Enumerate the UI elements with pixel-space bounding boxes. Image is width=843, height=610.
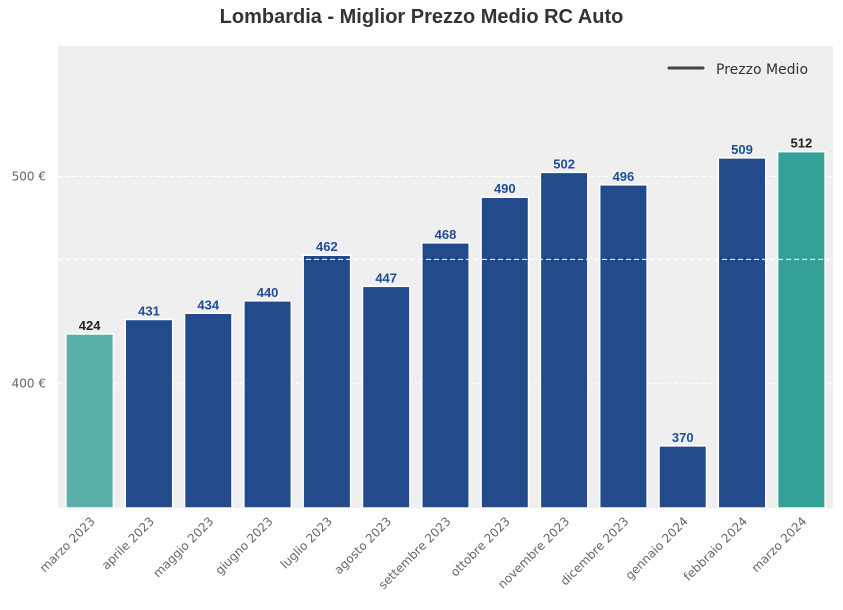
bar: [539, 171, 589, 509]
bar-value-label: 370: [672, 430, 694, 445]
bar: [598, 184, 648, 509]
x-tick-label: febbraio 2024: [681, 514, 750, 583]
bar-value-label: 502: [553, 156, 575, 171]
bar: [361, 285, 411, 509]
bar: [65, 333, 115, 509]
x-tick-label: ottobre 2023: [448, 514, 513, 579]
bar-value-label: 447: [375, 270, 397, 285]
bar: [421, 242, 470, 509]
bar: [658, 445, 708, 509]
value-labels-group: 424 431 434 440 462 447 468 490 502 496 370 509 512: [79, 136, 812, 445]
y-tick-label: 500 €: [12, 170, 46, 184]
bar: [480, 196, 530, 509]
bar: [183, 312, 233, 509]
x-tick-label: giugno 2023: [212, 514, 275, 577]
legend: Prezzo Medio: [667, 62, 808, 78]
chart-title: Lombardia - Miglior Prezzo Medio RC Auto: [219, 6, 624, 28]
x-tick-label: agosto 2023: [331, 514, 394, 577]
bar-value-label: 431: [138, 303, 160, 318]
bar: [243, 300, 293, 509]
bar: [776, 150, 826, 509]
bar: [302, 254, 352, 509]
x-tick-label: marzo 2023: [37, 514, 98, 575]
bars-group: [65, 150, 826, 509]
x-tick-label: aprile 2023: [99, 514, 157, 572]
y-tick-label: 400 €: [12, 377, 46, 391]
x-tick-label: gennaio 2024: [623, 514, 691, 582]
bar-value-label: 468: [435, 227, 457, 242]
bar-value-label: 424: [79, 318, 101, 333]
x-tick-label: marzo 2024: [749, 514, 810, 575]
x-tick-label: maggio 2023: [150, 514, 216, 580]
y-axis-ticks: 400 € 500 €: [12, 170, 46, 391]
bar: [124, 318, 174, 509]
bar-value-label: 496: [613, 169, 635, 184]
bar-value-label: 434: [197, 297, 219, 312]
bar-value-label: 490: [494, 181, 516, 196]
legend-label: Prezzo Medio: [716, 62, 808, 78]
bar: [717, 157, 767, 509]
bar-value-label: 509: [731, 142, 753, 157]
bar-value-label: 440: [257, 285, 279, 300]
bar-value-label: 462: [316, 239, 338, 254]
x-tick-label: luglio 2023: [278, 514, 335, 571]
bar-value-label: 512: [790, 136, 812, 151]
